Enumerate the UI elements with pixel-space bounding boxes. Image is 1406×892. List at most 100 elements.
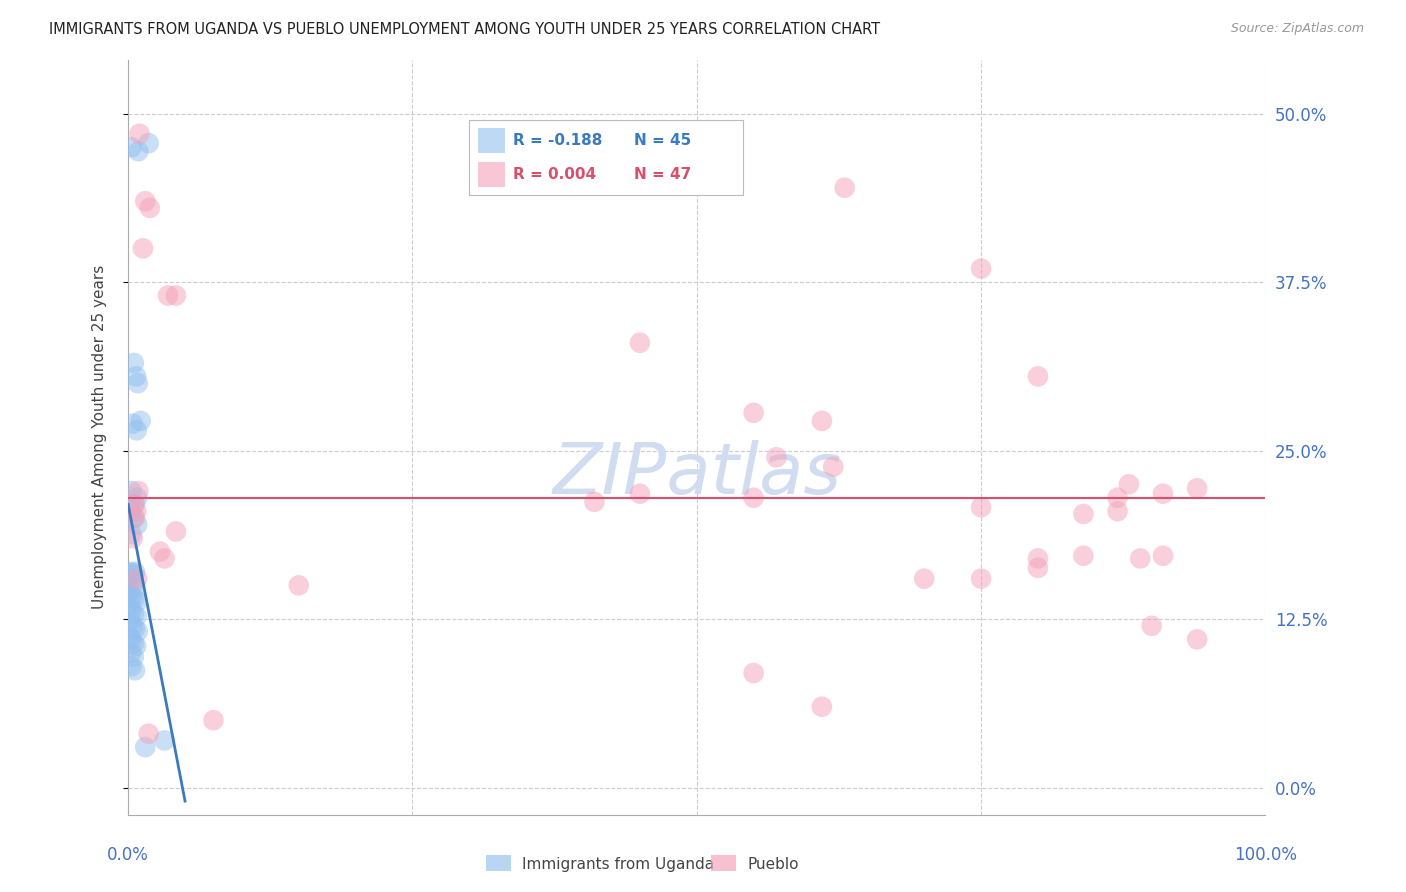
- Text: ZIPatlas: ZIPatlas: [553, 441, 841, 509]
- Point: [127, 572, 149, 586]
- Point: [124, 511, 146, 525]
- Point: [1129, 551, 1152, 566]
- Point: [127, 594, 149, 608]
- Point: [156, 288, 179, 302]
- Text: Source: ZipAtlas.com: Source: ZipAtlas.com: [1230, 22, 1364, 36]
- Point: [811, 699, 834, 714]
- Point: [122, 607, 145, 621]
- Point: [1152, 486, 1174, 500]
- Point: [118, 599, 141, 613]
- Text: 0.0%: 0.0%: [107, 846, 149, 863]
- Point: [202, 713, 225, 727]
- Point: [121, 567, 143, 582]
- Point: [970, 572, 993, 586]
- Point: [124, 622, 146, 636]
- Point: [118, 565, 141, 579]
- Point: [834, 180, 856, 194]
- Text: Immigrants from Uganda: Immigrants from Uganda: [523, 857, 714, 872]
- Bar: [478, 128, 505, 153]
- Point: [121, 531, 143, 545]
- Point: [129, 414, 152, 428]
- Point: [120, 646, 142, 660]
- Point: [1152, 549, 1174, 563]
- Point: [121, 602, 143, 616]
- Point: [1107, 504, 1129, 518]
- Text: N = 45: N = 45: [634, 133, 692, 148]
- Point: [134, 194, 156, 209]
- Point: [139, 201, 162, 215]
- Point: [132, 241, 155, 255]
- Point: [742, 406, 765, 420]
- Point: [912, 572, 935, 586]
- Point: [134, 740, 156, 755]
- Point: [1073, 549, 1095, 563]
- Point: [1026, 561, 1049, 575]
- Point: [742, 491, 765, 505]
- Point: [125, 423, 148, 437]
- Point: [121, 659, 143, 673]
- Text: Pueblo: Pueblo: [748, 857, 799, 872]
- Point: [120, 614, 142, 628]
- Point: [1026, 369, 1049, 384]
- Text: R = 0.004: R = 0.004: [513, 167, 596, 182]
- Text: 100.0%: 100.0%: [1234, 846, 1296, 863]
- Point: [127, 517, 149, 532]
- Point: [138, 136, 160, 151]
- Point: [121, 589, 143, 603]
- Point: [1107, 491, 1129, 505]
- Point: [124, 498, 146, 512]
- Point: [127, 145, 149, 159]
- Point: [124, 591, 146, 606]
- Point: [118, 630, 141, 644]
- Point: [628, 486, 651, 500]
- Point: [153, 551, 176, 566]
- Point: [121, 578, 143, 592]
- Point: [823, 459, 845, 474]
- Point: [118, 585, 141, 599]
- Point: [1118, 477, 1140, 491]
- Point: [128, 127, 150, 141]
- Point: [121, 417, 143, 431]
- Point: [1073, 507, 1095, 521]
- Point: [121, 140, 143, 154]
- Point: [628, 335, 651, 350]
- Point: [125, 369, 148, 384]
- Point: [120, 575, 142, 590]
- Text: N = 47: N = 47: [634, 167, 692, 182]
- Point: [165, 524, 187, 539]
- Point: [165, 288, 187, 302]
- Point: [125, 609, 148, 624]
- Point: [1185, 481, 1208, 495]
- Point: [1140, 619, 1163, 633]
- Point: [122, 566, 145, 581]
- Point: [1185, 632, 1208, 647]
- Bar: [478, 162, 505, 187]
- Point: [121, 619, 143, 633]
- Point: [120, 504, 142, 518]
- Y-axis label: Unemployment Among Youth under 25 years: Unemployment Among Youth under 25 years: [93, 265, 107, 609]
- Point: [127, 624, 149, 639]
- Point: [124, 581, 146, 595]
- Point: [122, 356, 145, 370]
- Point: [122, 649, 145, 664]
- Point: [122, 498, 145, 512]
- Point: [138, 727, 160, 741]
- Text: IMMIGRANTS FROM UGANDA VS PUEBLO UNEMPLOYMENT AMONG YOUTH UNDER 25 YEARS CORRELA: IMMIGRANTS FROM UGANDA VS PUEBLO UNEMPLO…: [49, 22, 880, 37]
- Point: [127, 376, 149, 391]
- Point: [287, 578, 309, 592]
- Point: [125, 639, 148, 653]
- Point: [122, 511, 145, 525]
- Point: [149, 544, 172, 558]
- Point: [124, 565, 146, 579]
- Point: [121, 483, 143, 498]
- Point: [121, 527, 143, 541]
- Point: [121, 632, 143, 647]
- Point: [765, 450, 787, 465]
- Point: [127, 483, 149, 498]
- Point: [742, 665, 765, 680]
- Point: [583, 495, 606, 509]
- Point: [970, 500, 993, 515]
- Text: R = -0.188: R = -0.188: [513, 133, 603, 148]
- Point: [125, 504, 148, 518]
- Point: [153, 733, 176, 747]
